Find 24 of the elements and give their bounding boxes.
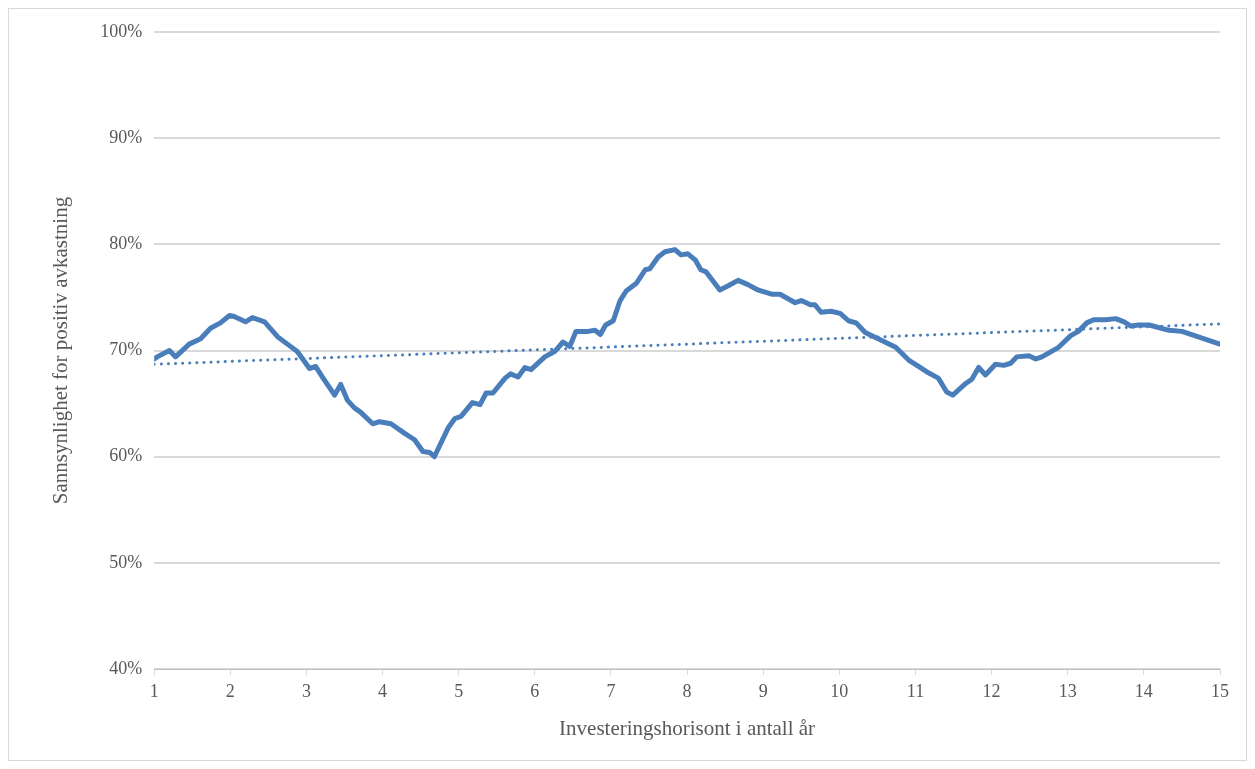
x-tick-label: 12 — [982, 680, 1001, 701]
x-tick-label: 4 — [378, 680, 388, 701]
y-tick-label: 70% — [109, 339, 143, 360]
y-tick-label: 100% — [100, 20, 143, 41]
x-tick-label: 1 — [149, 680, 159, 701]
y-tick-label: 90% — [109, 126, 143, 147]
x-tick-label: 8 — [682, 680, 692, 701]
x-tick-label: 2 — [225, 680, 235, 701]
x-tick-label: 9 — [758, 680, 768, 701]
x-tick-label: 3 — [301, 680, 311, 701]
y-tick-label: 80% — [109, 233, 143, 253]
x-tick-label: 6 — [530, 680, 540, 701]
y-tick-label: 50% — [109, 551, 143, 572]
y-tick-label: 60% — [109, 445, 143, 466]
x-tick-label: 7 — [606, 680, 616, 701]
y-tick-label: 40% — [109, 657, 143, 678]
x-tick-label: 14 — [1134, 680, 1153, 701]
x-tick-label: 15 — [1211, 680, 1229, 701]
x-tick-label: 11 — [906, 680, 925, 701]
x-tick-label: 13 — [1058, 680, 1077, 701]
x-axis-title: Investeringshorisont i antall år — [559, 715, 816, 740]
x-tick-label: 10 — [830, 680, 849, 701]
x-tick-label: 5 — [454, 680, 464, 701]
y-axis-title: Sannsynlighet for positiv avkastning — [48, 196, 73, 505]
